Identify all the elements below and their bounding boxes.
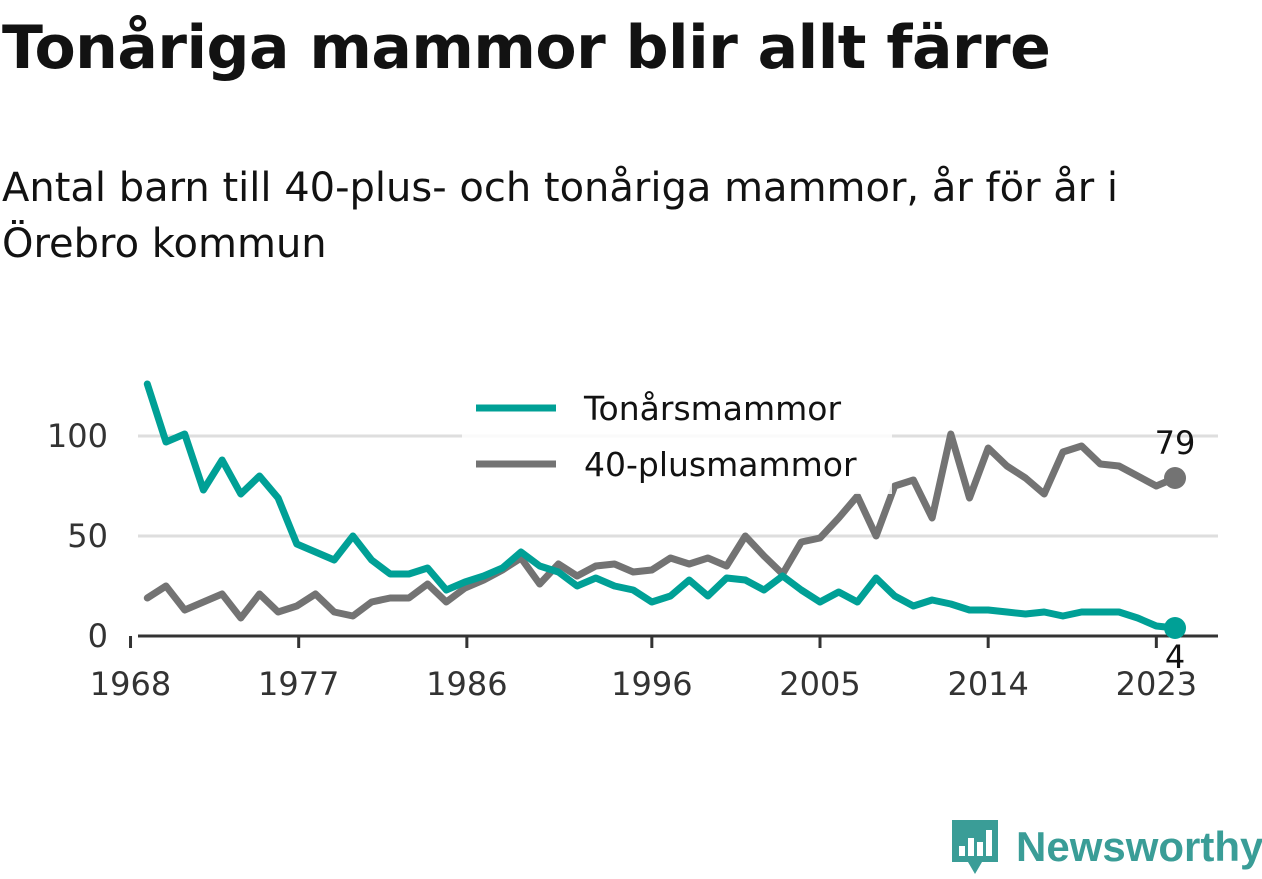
- legend: Tonårsmammor 40-plusmammor: [462, 382, 892, 494]
- y-tick-label: 50: [67, 517, 108, 555]
- newsworthy-logo[interactable]: Newsworthy: [950, 818, 1262, 876]
- brand-name: Newsworthy: [1016, 823, 1262, 870]
- legend-label-40-plusmammor: 40-plusmammor: [584, 445, 857, 484]
- x-tick-label: 2014: [947, 665, 1028, 703]
- end-label-tonarsmammor: 4: [1165, 638, 1185, 676]
- end-markers: 4 79: [1155, 424, 1196, 676]
- x-tick-label: 1968: [90, 665, 171, 703]
- x-tick-label: 1996: [611, 665, 692, 703]
- end-label-40-plusmammor: 79: [1155, 424, 1196, 462]
- x-tick-label: 2005: [779, 665, 860, 703]
- legend-background: [462, 382, 892, 494]
- y-tick-label: 100: [47, 417, 108, 455]
- x-tick-label: 1986: [426, 665, 507, 703]
- end-point-40-plusmammor: [1164, 467, 1187, 489]
- chart-subtitle: Antal barn till 40-plus- och tonåriga ma…: [2, 165, 1119, 267]
- x-tick-label: 2023: [1116, 665, 1197, 703]
- legend-label-tonarsmammor: Tonårsmammor: [583, 389, 841, 428]
- chart-title: Tonåriga mammor blir allt färre: [2, 13, 1051, 83]
- series-line-tonarsmammor: [143, 380, 1179, 632]
- newsworthy-logo-icon: [952, 820, 998, 874]
- x-tick-label: 1977: [258, 665, 339, 703]
- y-tick-label: 0: [88, 617, 108, 655]
- series-lines: [143, 380, 1179, 632]
- series-line-40-plusmammor: [143, 430, 1179, 622]
- end-point-tonarsmammor: [1164, 617, 1187, 639]
- axes: 0 50 100 1968 1977 1986 1996 2005 2014 2023: [47, 417, 1218, 703]
